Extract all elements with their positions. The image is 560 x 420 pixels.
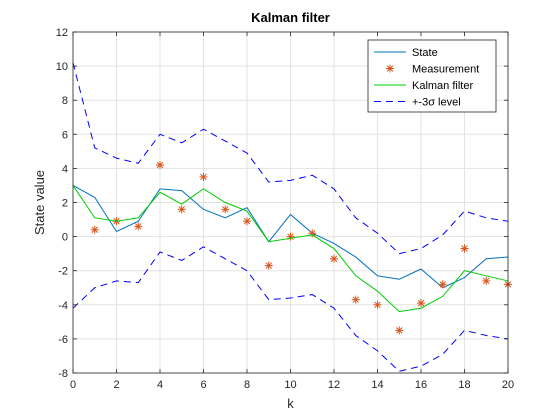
marker-stroke — [374, 301, 381, 309]
y-tick-label: 12 — [56, 27, 68, 39]
measurement-point — [351, 295, 360, 304]
x-tick-label: 10 — [284, 379, 296, 391]
legend-label-state: State — [412, 47, 438, 59]
y-tick-label: -2 — [58, 266, 68, 278]
series-line-kalman-filter — [72, 185, 509, 313]
marker-stroke — [135, 223, 142, 230]
x-tick-label: 14 — [371, 379, 383, 391]
marker-stroke — [243, 218, 251, 225]
x-tick-label: 20 — [502, 379, 514, 391]
marker-stroke — [417, 299, 425, 307]
marker-stroke — [265, 262, 272, 269]
y-tick-label: -8 — [58, 368, 68, 380]
marker-stroke — [91, 226, 98, 234]
measurement-point — [373, 300, 382, 309]
marker-stroke — [200, 173, 207, 181]
measurement-point — [330, 254, 338, 263]
legend-marker — [386, 64, 394, 73]
measurement-point — [417, 299, 425, 308]
marker-stroke — [483, 277, 490, 285]
x-tick-label: 12 — [328, 379, 340, 391]
legend-swatch-measurement — [386, 64, 394, 73]
x-tick-label: 2 — [113, 379, 119, 391]
y-tick-label: 10 — [56, 61, 68, 73]
legend-label-measurement: Measurement — [412, 64, 479, 76]
measurement-point — [482, 276, 491, 285]
measurement-point — [221, 205, 230, 214]
y-tick-label: 6 — [62, 129, 68, 141]
legend-label-sigma-level: +-3σ level — [412, 97, 461, 109]
sigma-lower-bound-line — [72, 246, 509, 372]
measurement-point — [134, 222, 143, 231]
marker-stroke — [156, 161, 164, 169]
measurement-point — [308, 229, 317, 238]
measurement-point — [460, 244, 469, 253]
marker-stroke — [222, 206, 229, 213]
ticks: 0 2 4 6 8 10 12 14 16 18 20 -8 -6 -4 -2 0 2 4 6 8 10 12 — [56, 27, 514, 391]
sigma-upper-bound-line — [72, 62, 509, 255]
x-tick-label: 8 — [244, 379, 250, 391]
measurement-point — [243, 217, 251, 226]
x-tick-label: 18 — [458, 379, 470, 391]
y-axis-label: State value — [32, 170, 47, 235]
y-tick-label: 0 — [62, 232, 68, 244]
legend: State Measurement Kalman filter +-3σ lev… — [367, 39, 497, 113]
chart-title: Kalman filter — [251, 10, 330, 25]
measurement-point — [286, 232, 295, 241]
x-axis-label: k — [287, 396, 294, 411]
marker-stroke — [461, 245, 468, 252]
marker-stroke — [178, 206, 185, 213]
series-line-state — [72, 185, 509, 289]
measurement-point — [395, 326, 404, 335]
y-tick-label: -4 — [58, 300, 68, 312]
series-layer — [72, 62, 512, 372]
marker-stroke — [386, 65, 394, 72]
measurement-point — [177, 205, 186, 214]
measurement-point — [438, 280, 447, 289]
x-tick-label: 16 — [415, 379, 427, 391]
marker-stroke — [352, 296, 359, 303]
y-tick-label: 4 — [62, 163, 68, 175]
measurement-point — [156, 160, 164, 169]
legend-label-kalman-filter: Kalman filter — [412, 80, 473, 92]
x-tick-label: 4 — [157, 379, 163, 391]
measurement-point — [264, 261, 273, 270]
y-tick-label: -6 — [58, 334, 68, 346]
x-tick-label: 0 — [70, 379, 76, 391]
marker-stroke — [396, 327, 403, 334]
measurement-point — [199, 172, 208, 181]
x-tick-label: 6 — [200, 379, 206, 391]
y-tick-label: 2 — [62, 198, 68, 210]
marker-stroke — [439, 281, 446, 288]
marker-stroke — [330, 255, 338, 262]
y-tick-label: 8 — [62, 95, 68, 107]
measurement-point — [90, 225, 99, 234]
